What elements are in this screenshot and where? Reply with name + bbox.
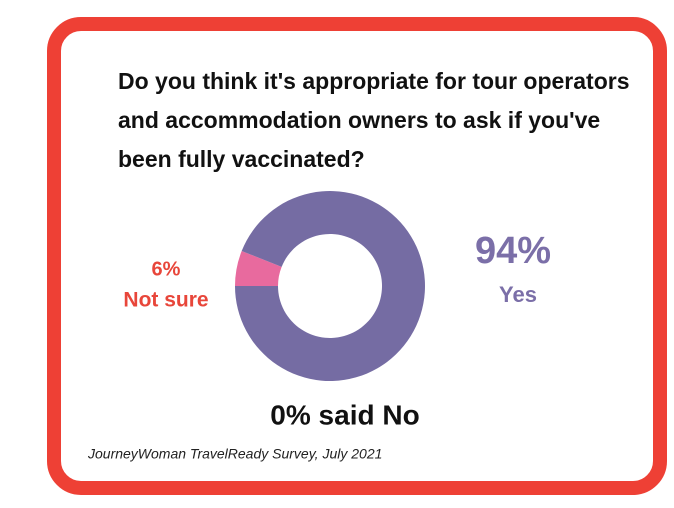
donut-slice xyxy=(235,191,425,382)
source: JourneyWoman TravelReady Survey, July 20… xyxy=(87,446,382,462)
card-frame xyxy=(47,17,667,495)
chart-title: Do you think it's appropriate for tour o… xyxy=(118,68,630,172)
category-label: Not sure xyxy=(123,289,208,312)
donut-slice xyxy=(235,251,282,286)
annotation: 0% said No xyxy=(270,399,419,430)
value-label: 6% xyxy=(152,258,181,280)
category-label: Yes xyxy=(499,282,537,307)
value-label: 94% xyxy=(475,230,551,272)
